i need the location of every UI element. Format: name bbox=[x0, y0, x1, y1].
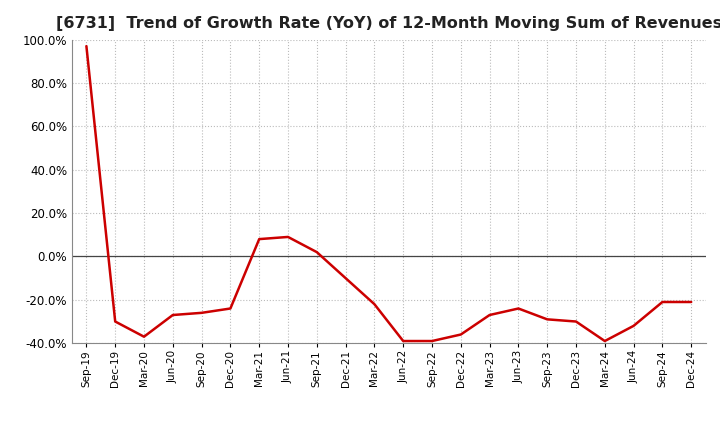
Title: [6731]  Trend of Growth Rate (YoY) of 12-Month Moving Sum of Revenues: [6731] Trend of Growth Rate (YoY) of 12-… bbox=[55, 16, 720, 32]
